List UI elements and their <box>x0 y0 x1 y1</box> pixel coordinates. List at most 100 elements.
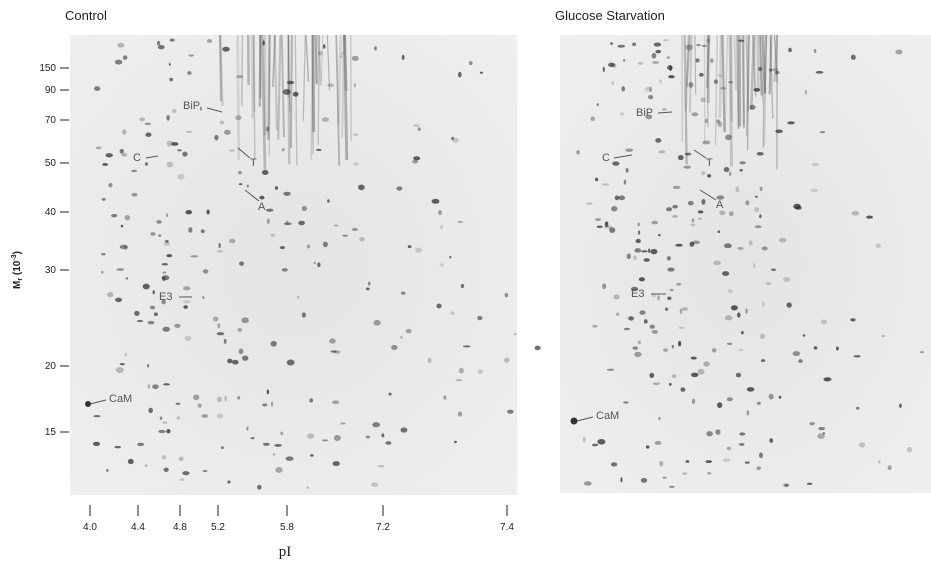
spot-label: T <box>250 157 257 169</box>
spot <box>683 165 691 169</box>
streak <box>272 34 276 88</box>
spot <box>449 255 452 259</box>
streak <box>724 34 729 133</box>
spot <box>158 234 162 237</box>
spot <box>690 372 699 378</box>
spot <box>168 61 171 66</box>
spot <box>666 207 673 212</box>
spot <box>817 433 825 439</box>
spot <box>677 340 682 347</box>
spot <box>895 49 903 55</box>
spot <box>759 214 762 219</box>
label-leader <box>699 189 717 201</box>
spot <box>822 432 825 435</box>
spot <box>768 68 773 72</box>
spot <box>270 340 277 347</box>
spot-label: CaM <box>109 393 132 405</box>
spot <box>241 317 249 324</box>
spot <box>401 54 405 61</box>
spot <box>479 71 483 74</box>
spot <box>778 395 782 399</box>
spot <box>513 332 517 336</box>
spot <box>648 248 651 254</box>
spot <box>700 97 706 103</box>
streak <box>240 34 244 106</box>
spot <box>691 218 695 223</box>
spot <box>649 86 653 93</box>
spot <box>206 209 210 215</box>
spot <box>352 133 359 136</box>
spot <box>322 241 328 248</box>
spot <box>458 71 462 78</box>
spot <box>667 296 672 300</box>
spot <box>119 363 125 366</box>
spot <box>179 478 185 481</box>
spot <box>648 94 654 100</box>
spot <box>396 186 403 191</box>
spot <box>177 149 182 152</box>
spot <box>400 336 403 339</box>
streak <box>694 34 697 95</box>
spot <box>188 54 195 57</box>
spot <box>620 477 623 483</box>
spot <box>740 330 744 335</box>
spot <box>590 116 596 122</box>
spot <box>672 214 679 218</box>
spot <box>332 461 340 467</box>
spot <box>147 364 150 368</box>
spot <box>223 129 231 135</box>
spot <box>222 46 230 52</box>
spot <box>610 42 613 45</box>
spot <box>228 149 235 152</box>
spot <box>261 170 269 175</box>
spot <box>183 305 189 309</box>
spot <box>775 129 783 134</box>
spot <box>385 441 392 445</box>
spot <box>201 414 209 418</box>
spot <box>596 225 603 229</box>
spot <box>697 368 705 375</box>
y-label-end: ) <box>12 251 23 254</box>
cam-spot <box>85 401 91 407</box>
spot <box>184 335 192 341</box>
spot <box>317 51 323 56</box>
spot <box>454 440 457 444</box>
spot <box>746 410 750 416</box>
spot <box>625 148 634 152</box>
spot <box>706 431 713 437</box>
gel-starvation <box>560 35 931 493</box>
spot <box>306 244 311 249</box>
spot <box>738 348 744 352</box>
spot <box>671 374 677 378</box>
spot <box>227 358 233 364</box>
spot <box>726 397 733 402</box>
streak <box>762 34 766 148</box>
streak <box>343 34 349 161</box>
spot <box>717 74 724 77</box>
spot <box>144 464 148 467</box>
spot <box>148 407 153 414</box>
spot <box>655 49 662 54</box>
spot <box>431 198 440 204</box>
spot <box>651 329 659 334</box>
spot <box>188 227 193 233</box>
spot <box>158 429 166 434</box>
spot <box>101 253 106 256</box>
y-label-main: M <box>12 281 23 289</box>
spot <box>161 299 166 305</box>
spot <box>753 263 756 269</box>
spot <box>101 197 106 201</box>
spot <box>649 372 655 378</box>
spot <box>353 82 356 88</box>
spot <box>438 209 443 216</box>
spot <box>877 460 881 464</box>
spot <box>754 225 762 229</box>
spot <box>292 91 299 97</box>
spot <box>124 352 128 357</box>
streak <box>317 34 320 146</box>
spot <box>691 398 696 405</box>
spot <box>301 312 306 318</box>
spot <box>440 225 443 229</box>
spot <box>235 115 242 121</box>
spot <box>717 402 723 409</box>
